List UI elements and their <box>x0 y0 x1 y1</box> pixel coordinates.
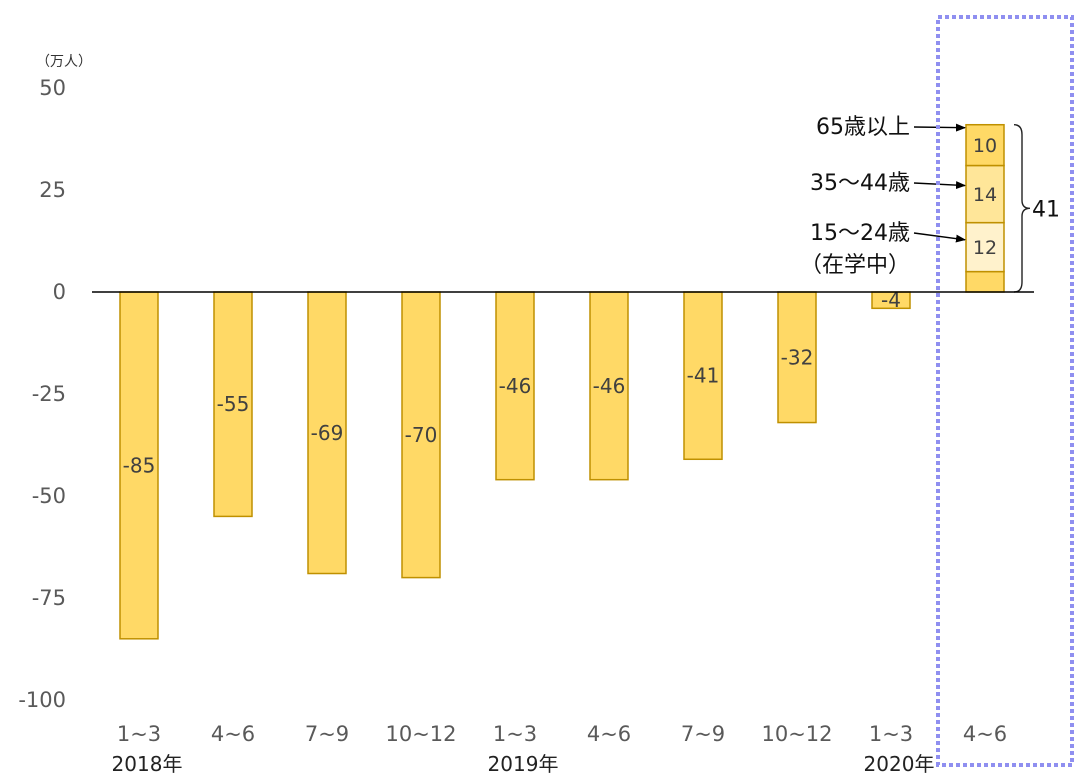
x-category-label: 1~3 <box>493 722 537 746</box>
x-category-label: 10~12 <box>385 722 456 746</box>
y-tick-label: -25 <box>32 382 66 406</box>
x-category-label: 1~3 <box>117 722 161 746</box>
x-category-label: 7~9 <box>305 722 349 746</box>
bar <box>589 291 629 481</box>
x-category-label: 10~12 <box>761 722 832 746</box>
bar <box>777 291 817 424</box>
x-category-label: 7~9 <box>681 722 725 746</box>
stacked-segment <box>965 221 1005 273</box>
annotation-label: 65歳以上 <box>816 115 910 140</box>
bar-value-label: -4 <box>881 288 901 312</box>
total-label: 41 <box>1032 197 1060 222</box>
stacked-bar: 12 14 10 41 <box>965 123 1060 293</box>
bar <box>401 291 441 579</box>
bar-value-label: -41 <box>687 364 720 388</box>
bar <box>119 291 159 640</box>
y-tick-label: 50 <box>39 76 66 100</box>
total-brace <box>1013 124 1031 293</box>
y-axis-unit: （万人） <box>36 54 92 70</box>
y-tick-label: -75 <box>32 586 66 610</box>
bar-value-label: -85 <box>123 453 156 477</box>
x-category-label: 4~6 <box>587 722 631 746</box>
bar <box>683 291 723 461</box>
stacked-segment <box>965 164 1005 224</box>
bars: -85 -55 -69 -70 -46 -46 -41 -32 -4 <box>119 288 911 640</box>
annotation-arrow <box>913 232 966 243</box>
bar-value-label: -70 <box>405 423 438 447</box>
bar-value-label: -46 <box>593 374 626 398</box>
highlight-box <box>936 15 1074 767</box>
bar-value-label: -32 <box>781 345 814 369</box>
x-category-label: 1~3 <box>869 722 913 746</box>
x-year-label: 2019年 <box>488 752 559 775</box>
bar-value-label: -69 <box>311 421 344 445</box>
y-tick-label: 25 <box>39 178 66 202</box>
stacked-segment <box>965 270 1005 293</box>
bar <box>495 291 535 481</box>
x-category-label: 4~6 <box>963 722 1007 746</box>
bar-value-label: -46 <box>499 374 532 398</box>
segment-value-label: 12 <box>973 237 997 259</box>
stacked-segment <box>965 123 1005 167</box>
annotation-label: 15〜24歳 <box>810 221 910 246</box>
y-tick-label: -50 <box>32 484 66 508</box>
x-category-label: 4~6 <box>211 722 255 746</box>
y-tick-label: -100 <box>18 688 66 712</box>
bar-value-label: -55 <box>217 392 250 416</box>
y-axis-ticks: 50 25 0 -25 -50 -75 -100 <box>18 76 66 712</box>
annotations: 65歳以上 35〜44歳 15〜24歳 （在学中） <box>800 115 966 278</box>
segment-value-label: 10 <box>973 135 997 157</box>
x-year-label: 2018年 <box>112 752 183 775</box>
segment-value-label: 14 <box>973 184 997 206</box>
y-tick-label: 0 <box>53 280 66 304</box>
x-axis-labels: 1~3 4~6 7~9 10~12 1~3 4~6 7~9 10~12 1~3 4~6 2018年 2… <box>112 722 1008 775</box>
x-year-label: 2020年 <box>864 752 935 775</box>
bar <box>213 291 253 518</box>
annotation-label: 35〜44歳 <box>810 171 910 196</box>
annotation-sublabel: （在学中） <box>800 253 910 278</box>
